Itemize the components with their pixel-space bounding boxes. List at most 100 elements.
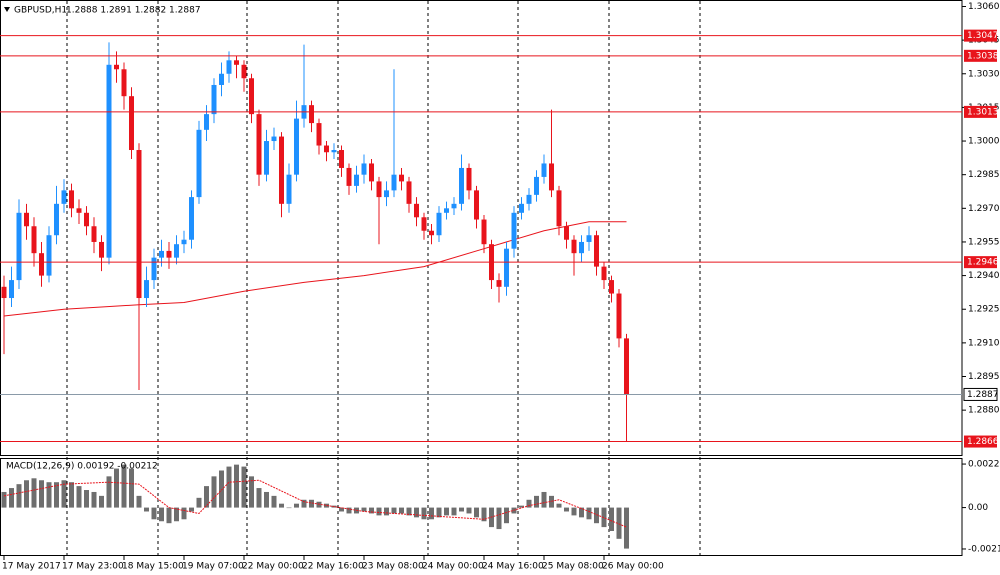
- candle-body: [31, 226, 37, 254]
- macd-bar: [436, 507, 442, 518]
- candle-body: [1, 286, 7, 299]
- macd-bar: [474, 507, 479, 518]
- macd-bar: [204, 486, 209, 508]
- macd-bar: [444, 507, 449, 516]
- y-tick-label: -0.00212: [968, 544, 1000, 554]
- macd-bar: [1, 491, 7, 508]
- candle-body: [594, 235, 599, 267]
- candle-body: [256, 114, 262, 175]
- candle-body: [99, 241, 104, 258]
- candle-body: [601, 266, 607, 281]
- candle-body: [526, 194, 532, 204]
- candle-body: [54, 203, 59, 236]
- candle-body: [421, 217, 427, 231]
- macd-bar: [376, 507, 382, 516]
- macd-bar: [234, 464, 239, 508]
- macd-bar: [99, 495, 104, 508]
- candle-body: [234, 60, 239, 65]
- candle-body: [504, 248, 509, 287]
- macd-bar: [496, 507, 502, 530]
- macd-bar: [159, 507, 164, 522]
- macd-bar: [174, 507, 179, 522]
- candle-body: [181, 239, 187, 245]
- chart-ohlc: 1.2888 1.2891 1.2882 1.2887: [66, 6, 201, 16]
- x-tick-label: 22 May 00:00: [242, 562, 304, 572]
- macd-bar: [211, 476, 217, 508]
- macd-bar: [504, 507, 509, 524]
- candle-body: [624, 338, 629, 395]
- macd-bar: [451, 507, 457, 516]
- macd-bar: [286, 507, 292, 509]
- macd-bar: [31, 478, 37, 508]
- level-label: 1.2866: [967, 437, 999, 447]
- candle-body: [346, 167, 352, 186]
- y-tick-label: 1.2910: [968, 338, 1000, 348]
- macd-bar: [271, 495, 277, 508]
- candle-body: [91, 226, 97, 242]
- candle-body: [459, 167, 464, 204]
- candle-body: [399, 174, 404, 182]
- macd-bar: [534, 495, 539, 508]
- chart-title: GBPUSD,H1: [14, 6, 67, 16]
- candle-body: [429, 230, 434, 236]
- macd-bar: [579, 507, 584, 518]
- candle-body: [481, 219, 487, 245]
- y-tick-label: 1.3030: [968, 69, 1000, 79]
- candle-body: [114, 64, 119, 70]
- macd-bar: [136, 495, 142, 508]
- macd-bar: [429, 507, 434, 520]
- candle-body: [159, 250, 164, 258]
- candle-body: [211, 84, 217, 115]
- x-tick-label: 18 May 15:00: [122, 562, 184, 572]
- candle-body: [166, 250, 172, 258]
- candle-body: [496, 280, 502, 287]
- x-tick-label: 24 May 00:00: [422, 562, 484, 572]
- candle-body: [309, 105, 314, 124]
- candle-body: [616, 293, 622, 339]
- macd-bar: [129, 468, 134, 508]
- x-tick-label: 23 May 08:00: [362, 562, 424, 572]
- macd-bar: [76, 486, 82, 508]
- y-tick-label: 1.3060: [968, 2, 1000, 12]
- candle-body: [106, 64, 112, 258]
- moving-average: [3, 221, 627, 317]
- macd-bar: [91, 491, 97, 508]
- y-tick-label: 1.2985: [968, 170, 1000, 180]
- level-label-box: [964, 105, 997, 118]
- macd-bar: [24, 480, 29, 508]
- x-tick-label: 22 May 16:00: [302, 562, 364, 572]
- candle-body: [69, 190, 74, 209]
- candle-body: [129, 96, 134, 151]
- x-tick-label: 26 May 00:00: [602, 562, 664, 572]
- macd-bar: [114, 468, 119, 508]
- macd-bar: [9, 488, 14, 508]
- candle-body: [24, 212, 29, 227]
- candle-body: [249, 78, 254, 115]
- candle-body: [436, 212, 442, 236]
- candle-body: [511, 212, 517, 249]
- macd-bar: [564, 507, 569, 512]
- candle-body: [474, 190, 479, 220]
- candle-body: [376, 181, 382, 198]
- macd-bar: [16, 484, 22, 508]
- macd-bar: [249, 476, 254, 508]
- macd-bar: [54, 482, 59, 508]
- macd-bar: [594, 507, 599, 524]
- candle-body: [294, 118, 299, 175]
- macd-bar: [241, 466, 247, 508]
- macd-bar: [384, 507, 389, 516]
- level-label-box: [964, 29, 997, 42]
- level-label: 1.3047: [967, 31, 999, 41]
- candle-body: [316, 123, 322, 146]
- candle-body: [61, 190, 67, 204]
- candle-body: [331, 150, 337, 153]
- x-tick-label: 17 May 23:00: [62, 562, 124, 572]
- last-price-label: 1.2887: [967, 390, 999, 400]
- y-tick-label: 1.2880: [968, 406, 1000, 416]
- candle-body: [354, 174, 359, 186]
- macd-bar: [189, 507, 194, 512]
- y-tick-label: 1.3000: [968, 137, 1000, 147]
- signal-line: [3, 479, 627, 528]
- candle-body: [609, 280, 614, 294]
